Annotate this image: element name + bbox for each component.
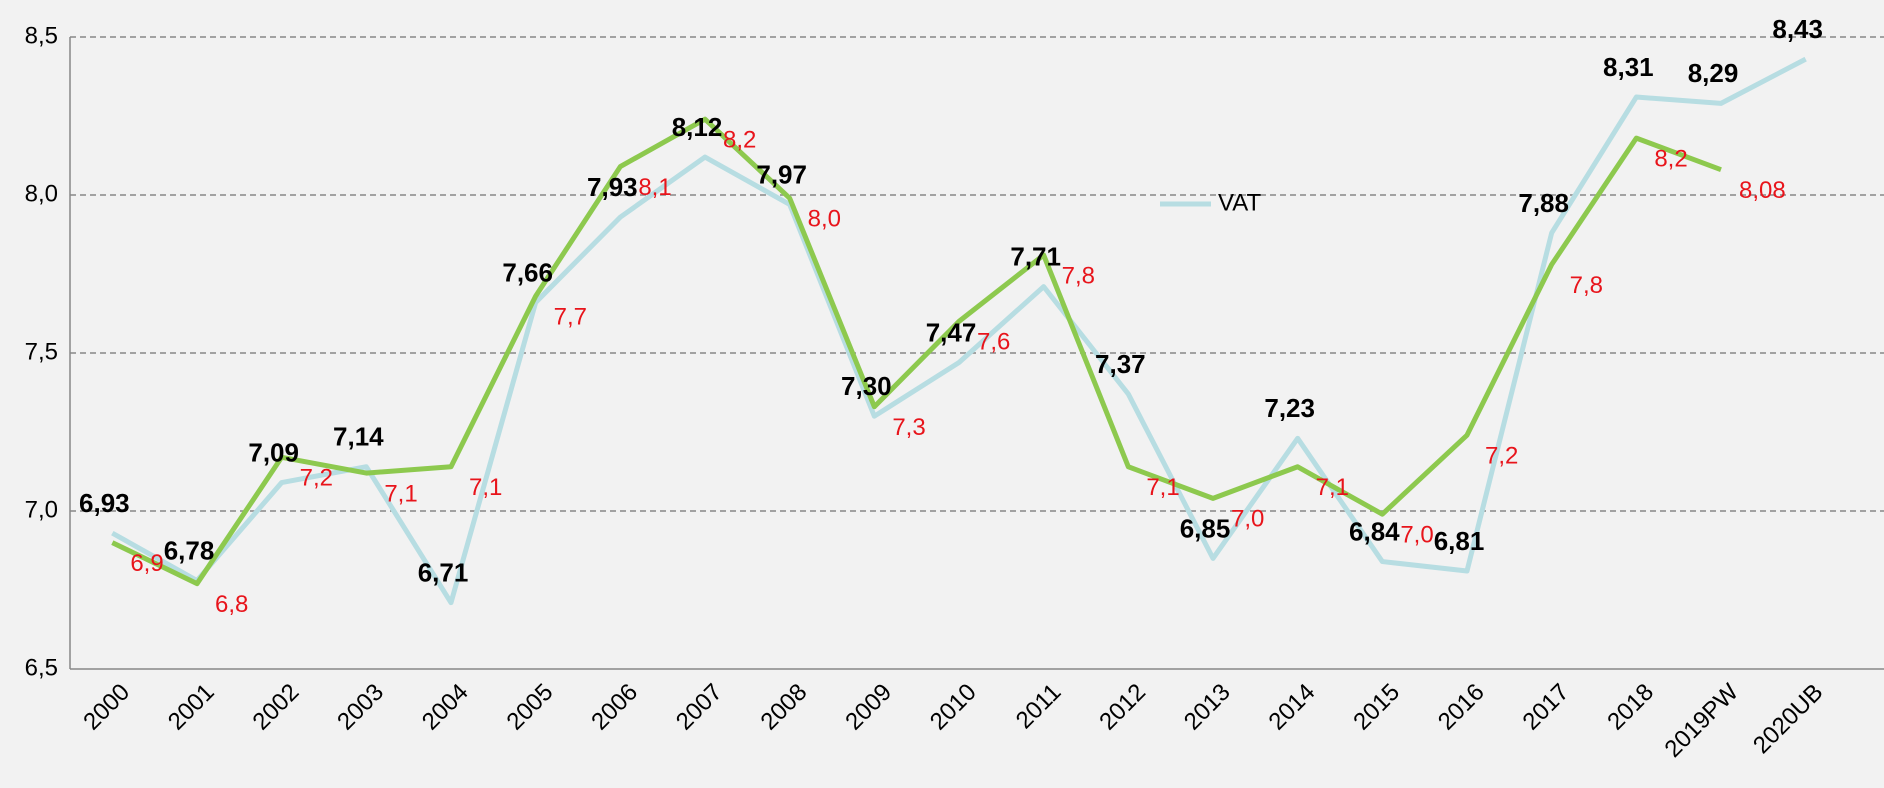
data-label: 7,37: [1095, 349, 1146, 379]
data-label: 7,23: [1264, 393, 1315, 423]
data-label: 7,30: [841, 371, 892, 401]
data-label: 8,1: [638, 174, 671, 201]
y-tick-label: 7,5: [25, 338, 58, 365]
data-label: 7,8: [1570, 272, 1603, 299]
data-label: 7,71: [1010, 242, 1061, 272]
data-label: 8,31: [1603, 52, 1654, 82]
data-label: 7,2: [300, 465, 333, 492]
series-line: [111, 116, 1722, 587]
data-label: 8,08: [1739, 177, 1786, 204]
data-label: 8,12: [672, 112, 723, 142]
data-label: 6,81: [1434, 526, 1485, 556]
series-line: [111, 56, 1807, 606]
data-label: 7,47: [926, 317, 977, 347]
data-label: 7,09: [248, 437, 299, 467]
data-label: 7,1: [469, 474, 502, 501]
data-label: 7,8: [1062, 262, 1095, 289]
data-label: 8,2: [723, 127, 756, 154]
data-label: 7,1: [384, 480, 417, 507]
y-tick-label: 7,0: [25, 496, 58, 523]
data-label: 8,43: [1772, 14, 1823, 44]
data-label: 7,66: [502, 257, 553, 287]
data-label: 7,6: [977, 329, 1010, 356]
data-label: 6,71: [418, 558, 469, 588]
data-label: 8,29: [1688, 58, 1739, 88]
y-tick-label: 8,5: [25, 22, 58, 49]
data-label: 7,0: [1231, 506, 1264, 533]
data-label: 7,7: [554, 303, 587, 330]
data-label: 8,2: [1654, 145, 1687, 172]
y-tick-label: 6,5: [25, 654, 58, 681]
data-label: 7,2: [1485, 443, 1518, 470]
data-label: 7,97: [756, 159, 807, 189]
data-label: 6,84: [1349, 516, 1400, 546]
data-label: 7,3: [892, 414, 925, 441]
data-label: 7,88: [1518, 188, 1569, 218]
y-tick-label: 8,0: [25, 180, 58, 207]
data-label: 6,93: [79, 488, 130, 518]
data-label: 8,0: [808, 206, 841, 233]
data-label: 7,14: [333, 422, 384, 452]
data-label: 6,78: [164, 535, 215, 565]
data-label: 7,1: [1146, 474, 1179, 501]
legend-label: VAT: [1218, 189, 1261, 216]
data-label: 7,93: [587, 172, 638, 202]
data-label: 6,9: [130, 550, 163, 577]
data-label: 6,85: [1180, 513, 1231, 543]
data-label: 7,0: [1400, 522, 1433, 549]
data-label: 6,8: [215, 591, 248, 618]
data-label: 7,1: [1316, 474, 1349, 501]
